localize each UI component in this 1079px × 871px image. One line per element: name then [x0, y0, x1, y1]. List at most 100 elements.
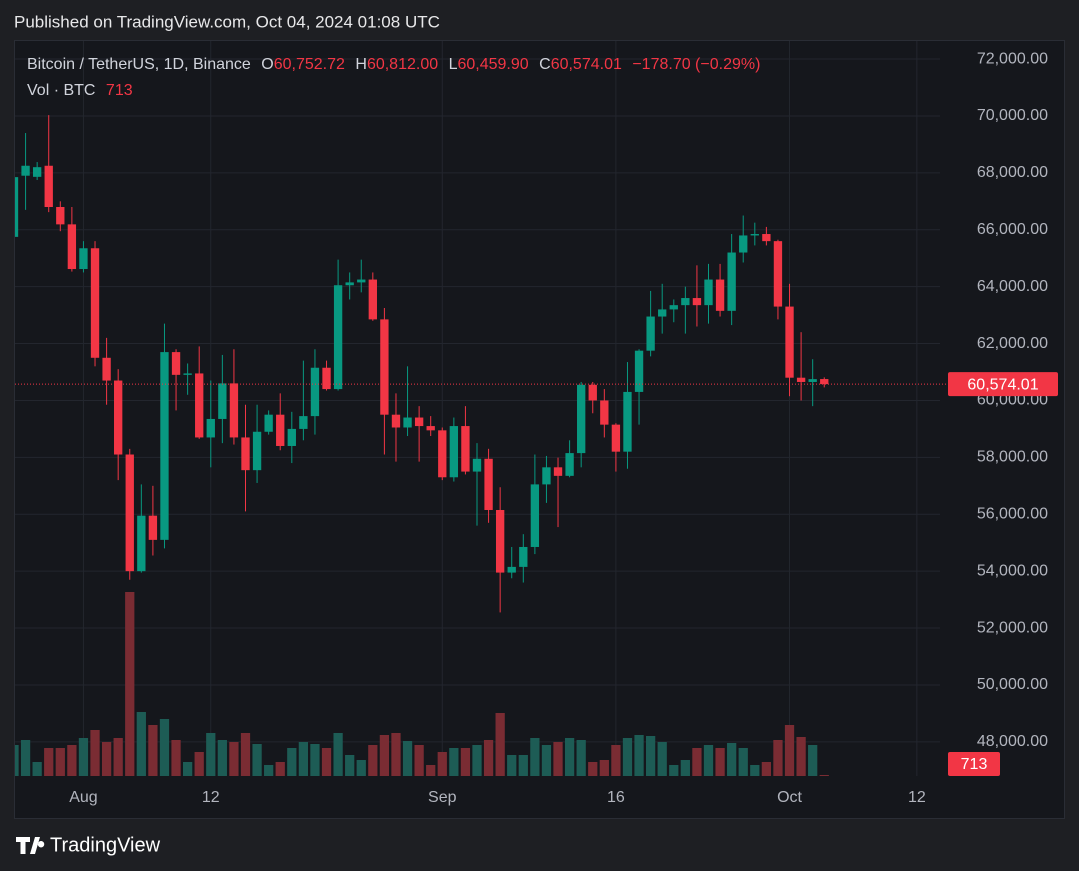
candle-body	[391, 414, 401, 428]
volume-bar	[426, 765, 436, 776]
legend-value: 60,752.72	[274, 56, 345, 73]
volume-bar	[379, 735, 390, 776]
candle-body	[808, 379, 817, 382]
candle-body	[646, 316, 655, 351]
volume-bar	[553, 742, 563, 776]
x-tick-label: 12	[202, 789, 220, 806]
volume-bar	[264, 765, 274, 776]
y-tick-label: 66,000.00	[977, 221, 1048, 238]
candle-body	[669, 305, 678, 310]
candle-body	[519, 546, 528, 567]
volume-bar	[229, 742, 239, 776]
candle-body	[171, 352, 181, 375]
volume-bar	[171, 740, 181, 776]
y-tick-label: 70,000.00	[977, 107, 1048, 124]
candle-body	[426, 426, 435, 431]
candle-body	[796, 377, 806, 382]
volume-bar	[622, 738, 633, 776]
y-tick-label: 48,000.00	[977, 733, 1048, 750]
volume-bar	[217, 740, 227, 776]
volume-bar	[368, 745, 378, 776]
candle-body	[32, 167, 42, 177]
volume-bar	[541, 745, 552, 776]
volume-bar	[298, 742, 309, 776]
last-price-box	[948, 372, 1058, 397]
legend-key: H	[355, 56, 367, 73]
volume-bar	[611, 745, 621, 776]
candle-body	[252, 431, 262, 471]
volume-bar	[113, 738, 123, 776]
volume-bar	[252, 744, 262, 776]
candle-body	[79, 248, 88, 270]
candle-body	[773, 241, 783, 307]
candle-body	[785, 306, 794, 378]
volume-bar	[333, 733, 343, 776]
chart-panel	[14, 40, 1065, 819]
candle-body	[438, 430, 447, 478]
footer-logo: TradingView	[16, 834, 161, 856]
candle-body	[148, 515, 158, 540]
volume-bar	[808, 745, 818, 776]
candle-body	[565, 453, 574, 476]
volume-bar	[391, 733, 401, 776]
last-price-label: 60,574.01	[967, 376, 1038, 393]
candle-body	[692, 298, 702, 306]
y-tick-label: 56,000.00	[977, 505, 1048, 522]
candle-body	[333, 285, 343, 390]
candle-body	[310, 367, 320, 417]
candle-body	[495, 509, 505, 573]
candle-body	[681, 298, 690, 306]
volume-bar	[692, 748, 702, 776]
volume-name: Vol · BTC	[27, 82, 95, 99]
candle-body	[577, 384, 586, 454]
volume-bar	[240, 733, 251, 776]
volume-bar	[680, 760, 690, 776]
volume-bar	[761, 762, 772, 776]
candle-body	[160, 352, 169, 540]
candle-body	[704, 279, 713, 306]
volume-bar	[703, 745, 714, 776]
legend-key: C	[539, 56, 551, 73]
y-tick-label: 72,000.00	[977, 50, 1048, 67]
y-tick-label: 54,000.00	[977, 562, 1048, 579]
y-tick-label: 58,000.00	[977, 449, 1048, 466]
volume-bar	[449, 748, 459, 776]
volume-bar	[32, 762, 42, 776]
volume-bar	[44, 748, 54, 776]
volume-bar	[345, 755, 355, 776]
volume-bar	[402, 741, 413, 776]
volume-bar	[15, 745, 19, 776]
last-volume-box	[948, 752, 1000, 776]
volume-bar	[472, 745, 482, 776]
volume-bar	[518, 755, 528, 776]
candle-body	[715, 279, 725, 311]
x-tick-label: Sep	[428, 789, 457, 806]
volume-bar	[437, 752, 447, 776]
candle-body	[67, 224, 77, 270]
volume-bar	[645, 736, 656, 776]
axes: 48,000.00 50,000.00 52,000.00 54,000.00 56,0…	[15, 50, 1058, 806]
candle-body	[206, 418, 215, 438]
candle-body	[183, 373, 192, 375]
candle-body	[530, 484, 540, 547]
volume-bar	[125, 592, 135, 776]
candle-body	[299, 416, 308, 429]
volume-bar	[321, 748, 332, 776]
volume-bar	[136, 712, 146, 776]
volume-bar	[483, 740, 494, 776]
candle-body	[287, 428, 296, 446]
volume-bar	[727, 743, 737, 776]
x-tick-label: Oct	[777, 789, 802, 806]
candle-body	[137, 515, 146, 572]
legend: Bitcoin / TetherUS, 1D, Binance O60,752.…	[27, 56, 760, 73]
legend-key: L	[449, 56, 458, 73]
candle-body	[322, 367, 331, 390]
x-tick-label: Aug	[69, 789, 97, 806]
candle-body	[553, 467, 563, 476]
volume-bar	[356, 760, 366, 776]
candle-body	[218, 383, 227, 419]
volume-bar	[784, 725, 795, 776]
volume-legend: Vol · BTC 713	[27, 82, 133, 99]
